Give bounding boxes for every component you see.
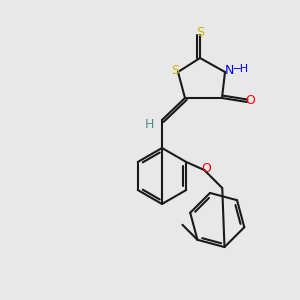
Text: O: O bbox=[245, 94, 255, 107]
Text: H: H bbox=[144, 118, 154, 130]
Text: O: O bbox=[201, 161, 211, 175]
Text: N: N bbox=[224, 64, 234, 76]
Text: S: S bbox=[196, 26, 204, 38]
Text: ─H: ─H bbox=[233, 64, 249, 74]
Text: S: S bbox=[171, 64, 179, 77]
